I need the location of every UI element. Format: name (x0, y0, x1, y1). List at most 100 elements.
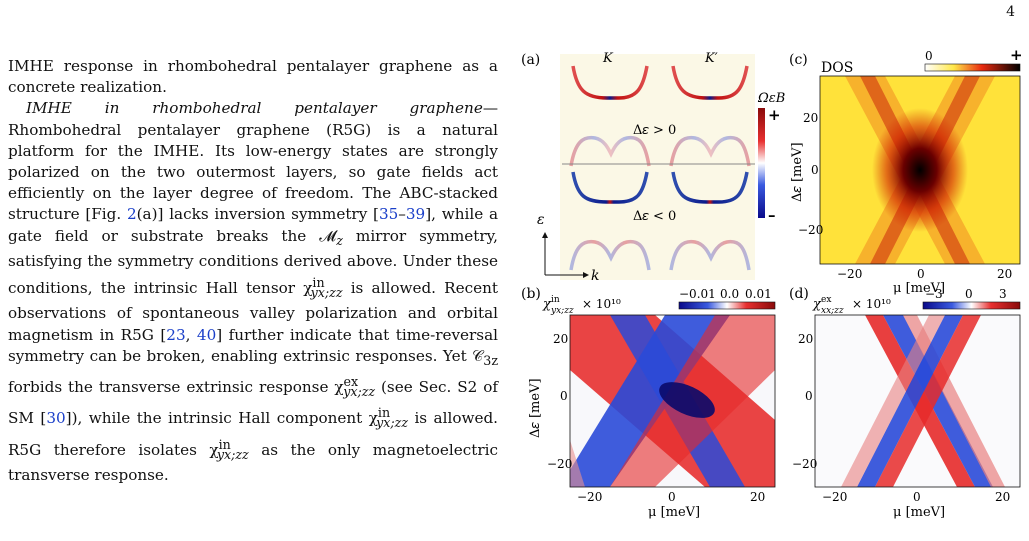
chi-ex-symbol: χ (812, 297, 822, 312)
page-number: 4 (1006, 4, 1015, 20)
chi-ex-sup: ex (343, 374, 359, 389)
panel-a: (a) K K′ Δ𝜀 > 0 Δ𝜀 < 0 Ω𝜀B + – ε k (521, 51, 785, 284)
chi-in-subscript: yx;zz (550, 306, 574, 316)
delta-negative-label: Δ𝜀 < 0 (633, 209, 676, 224)
paragraph-intro: IMHE response in rhombohedral pentalayer… (8, 56, 498, 98)
colorbar-minus: – (768, 206, 776, 224)
chi-ex-subscript: xx;zz (821, 306, 844, 316)
panel-a-background (560, 54, 755, 280)
b-xtick-right: 20 (750, 490, 765, 504)
k-arrowhead (583, 272, 589, 278)
panel-b-label: (b) (521, 286, 541, 302)
d-ytick-top: 20 (798, 332, 813, 346)
heading-dash: — (482, 99, 498, 118)
berry-curvature-label: Ω𝜀B (757, 91, 785, 106)
d-cbar-tick-neg: −3 (925, 287, 943, 301)
chi-in-symbol: χ (542, 297, 552, 312)
b-cbar-tick-pos: 0.01 (745, 287, 772, 301)
b-ytick-top: 20 (553, 332, 568, 346)
valley-Kprime-label: K′ (704, 51, 718, 66)
band-K-lower-vb (569, 239, 651, 271)
chi-in-heatmap (570, 315, 775, 487)
panel-a-colorbar (758, 108, 765, 218)
chi-in-scale: × 10¹⁰ (582, 297, 621, 311)
b-xlabel: μ [meV] (648, 505, 700, 520)
text-seg-a: Rhombohedral pentalayer graphene (R5G) i… (8, 120, 498, 224)
chi-sub-3: yx;zz (376, 415, 409, 431)
chi-sub-4: yx;zz (216, 446, 249, 462)
paragraph-r5g: IMHE in rhombohedral pentalayer graphene… (8, 98, 498, 486)
figure-svg: (a) K K′ Δ𝜀 > 0 Δ𝜀 < 0 Ω𝜀B + – ε k (c) (521, 46, 1023, 520)
body-text-column: IMHE response in rhombohedral pentalayer… (8, 56, 498, 486)
text-seg-h: (see Sec. S2 of SM [ (8, 378, 498, 428)
dos-cbar-zero: 0 (925, 49, 933, 63)
dos-xtick-left: −20 (837, 267, 862, 281)
band-K-upper-vb (569, 135, 651, 167)
b-cbar-tick-zero: 0.0 (720, 287, 739, 301)
d-ytick-bot: −20 (792, 457, 817, 471)
b-ytick-mid: 0 (560, 389, 568, 403)
delta-positive-label: Δ𝜀 > 0 (633, 123, 676, 138)
dos-frame (819, 75, 1021, 265)
chi-in-sup-2: in (377, 405, 391, 421)
band-Kp-upper-vb (669, 135, 751, 167)
chi-ex-superscript: ex (821, 295, 831, 305)
b-xtick-mid: 0 (668, 490, 676, 504)
b-cbar-tick-neg: −0.01 (679, 287, 716, 301)
dos-ytick-top: 20 (803, 111, 818, 125)
dos-title: DOS (821, 60, 853, 76)
band-Kp-lower-vb (669, 239, 751, 271)
mz-sub: z (336, 232, 343, 248)
text-seg-f: ] further indicate that time-reversal sy… (8, 325, 498, 365)
text-seg-c: ], while a gate field or substrate break… (8, 205, 498, 245)
b-ytick-bot: −20 (547, 457, 572, 471)
dos-x-feature (845, 76, 995, 264)
d-xtick-right: 20 (995, 490, 1010, 504)
panel-c-label: (c) (789, 52, 808, 68)
cite-comma: , (185, 325, 197, 344)
d-xtick-left: −20 (822, 490, 847, 504)
eps-axis-label: ε (537, 212, 545, 228)
k-axis-label: k (591, 268, 599, 284)
citation-39[interactable]: 39 (405, 205, 426, 224)
chi-sub-2: yx;zz (343, 384, 376, 400)
text-seg-g: forbids the transverse extrinsic respons… (8, 378, 344, 397)
d-xtick-mid: 0 (913, 490, 921, 504)
panel-d-label: (d) (789, 286, 809, 302)
citation-35[interactable]: 35 (378, 205, 399, 224)
chi-sub-1: yx;zz (310, 285, 343, 301)
section-heading: IMHE in rhombohedral pentalayer graphene (26, 99, 483, 118)
chi-in-superscript: in (551, 295, 560, 305)
text-seg-j: is allowed. R5G therefore isolates χ (8, 409, 498, 459)
chi-in-sup-3: in (218, 436, 231, 452)
c3-sub: 3z (483, 352, 498, 368)
d-frame (814, 314, 1021, 488)
text-seg-k: as the only magnetoelectric transverse r… (8, 440, 498, 484)
valley-K-label: K (602, 51, 614, 66)
citation-23[interactable]: 23 (166, 325, 186, 344)
panel-d: (d) χ ex xx;zz × 10¹⁰ −3 0 3 20 0 −20 −2… (789, 286, 1021, 520)
chi-ex-heatmap (815, 315, 1020, 487)
cite-dash: – (398, 205, 406, 224)
b-frame (569, 314, 776, 488)
chi-ex-scale: × 10¹⁰ (852, 297, 891, 311)
fig-ref[interactable]: 2 (126, 205, 137, 224)
chi-in-sup-1: in (312, 275, 325, 291)
dos-cbar-plus: + (1010, 46, 1023, 64)
d-xlabel: μ [meV] (893, 505, 945, 520)
b-ylabel: Δ𝜀 [meV] (528, 378, 543, 438)
figure-2: (a) K K′ Δ𝜀 > 0 Δ𝜀 < 0 Ω𝜀B + – ε k (c) (515, 40, 1025, 540)
d-cbar-tick-zero: 0 (965, 287, 973, 301)
b-xtick-left: −20 (577, 490, 602, 504)
dos-ytick-mid: 0 (811, 163, 819, 177)
citation-40[interactable]: 40 (196, 325, 217, 344)
text-seg-d: mirror symmetry, satisfying the symmetry… (8, 226, 498, 298)
eps-arrowhead (542, 232, 548, 238)
d-colorbar (922, 301, 1021, 310)
d-ytick-mid: 0 (805, 389, 813, 403)
intro-text: IMHE response in rhombohedral pentalayer… (8, 57, 498, 97)
citation-30[interactable]: 30 (46, 409, 66, 428)
dos-colorbar (924, 63, 1021, 72)
dos-ylabel: Δ𝜀 [meV] (790, 142, 805, 202)
dos-ytick-bot: −20 (798, 223, 823, 237)
